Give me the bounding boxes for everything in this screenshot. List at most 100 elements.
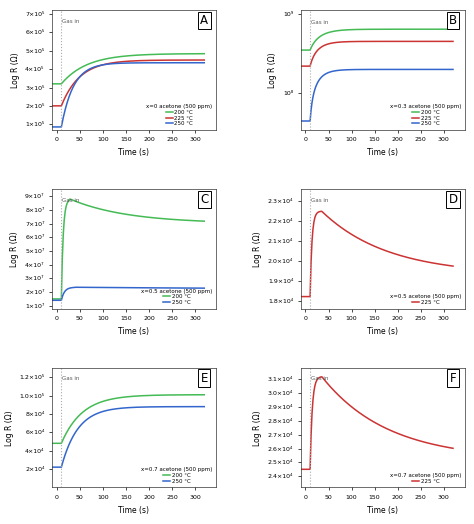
200 °C: [133, 393, 139, 399]
200 °C: [199, 50, 205, 57]
200 °C: [194, 391, 200, 398]
Legend: 200 °C, 250 °C: 200 °C, 250 °C: [140, 288, 213, 305]
200 °C: [450, 26, 456, 32]
Y-axis label: Log R (Ω): Log R (Ω): [10, 231, 19, 267]
Text: E: E: [201, 372, 208, 385]
Y-axis label: Log R (Ω): Log R (Ω): [253, 410, 262, 445]
200 °C: [124, 211, 130, 217]
225 °C: [373, 420, 378, 426]
225 °C: [49, 103, 55, 109]
250 °C: [328, 69, 334, 75]
Text: C: C: [200, 193, 209, 206]
225 °C: [111, 59, 117, 66]
250 °C: [49, 124, 55, 130]
225 °C: [382, 38, 388, 45]
X-axis label: Time (s): Time (s): [118, 326, 149, 336]
225 °C: [361, 238, 366, 244]
Legend: 200 °C, 225 °C, 250 °C: 200 °C, 225 °C, 250 °C: [389, 103, 462, 127]
200 °C: [443, 26, 449, 32]
Y-axis label: Log R (Ω): Log R (Ω): [253, 231, 262, 267]
250 °C: [201, 285, 207, 291]
Text: Gas in: Gas in: [311, 376, 328, 381]
200 °C: [133, 52, 139, 58]
Text: Gas in: Gas in: [62, 19, 80, 24]
200 °C: [134, 213, 139, 219]
225 °C: [372, 38, 378, 45]
200 °C: [80, 201, 85, 207]
Legend: 225 °C: 225 °C: [389, 294, 462, 305]
225 °C: [383, 247, 388, 254]
X-axis label: Time (s): Time (s): [118, 506, 149, 515]
200 °C: [124, 53, 129, 59]
225 °C: [450, 445, 456, 452]
Legend: 200 °C, 250 °C: 200 °C, 250 °C: [140, 467, 213, 485]
200 °C: [49, 81, 55, 87]
Legend: 200 °C, 225 °C, 250 °C: 200 °C, 225 °C, 250 °C: [146, 103, 213, 127]
Y-axis label: Log R (Ω): Log R (Ω): [268, 52, 277, 88]
250 °C: [448, 66, 454, 72]
Text: Gas in: Gas in: [311, 198, 328, 203]
Line: 250 °C: 250 °C: [52, 287, 204, 300]
250 °C: [112, 285, 118, 291]
200 °C: [124, 394, 129, 400]
Line: 200 °C: 200 °C: [301, 29, 453, 50]
Text: F: F: [450, 372, 456, 385]
Line: 225 °C: 225 °C: [301, 211, 453, 297]
250 °C: [199, 403, 205, 410]
250 °C: [133, 60, 139, 66]
200 °C: [49, 440, 55, 446]
Line: 200 °C: 200 °C: [52, 395, 204, 443]
200 °C: [194, 51, 200, 57]
200 °C: [67, 196, 73, 202]
200 °C: [199, 391, 205, 398]
250 °C: [298, 118, 304, 124]
250 °C: [372, 67, 378, 73]
225 °C: [373, 244, 378, 250]
225 °C: [383, 425, 388, 431]
200 °C: [201, 218, 207, 224]
Text: Gas in: Gas in: [62, 198, 80, 203]
X-axis label: Time (s): Time (s): [367, 148, 398, 157]
250 °C: [73, 284, 78, 290]
Line: 250 °C: 250 °C: [301, 69, 453, 121]
225 °C: [201, 57, 207, 63]
Line: 225 °C: 225 °C: [301, 41, 453, 66]
200 °C: [49, 296, 55, 302]
225 °C: [444, 262, 449, 268]
225 °C: [450, 263, 456, 269]
250 °C: [124, 60, 129, 66]
250 °C: [195, 285, 201, 291]
250 °C: [450, 66, 456, 72]
250 °C: [382, 66, 388, 72]
250 °C: [79, 71, 85, 78]
225 °C: [448, 263, 454, 269]
200 °C: [328, 29, 334, 35]
250 °C: [80, 284, 85, 290]
250 °C: [194, 403, 200, 410]
Line: 225 °C: 225 °C: [52, 60, 204, 106]
200 °C: [111, 396, 117, 402]
Line: 225 °C: 225 °C: [301, 377, 453, 470]
225 °C: [361, 412, 366, 419]
200 °C: [200, 218, 205, 224]
Text: Gas in: Gas in: [62, 376, 80, 381]
Line: 200 °C: 200 °C: [52, 199, 204, 299]
250 °C: [124, 405, 129, 411]
250 °C: [79, 421, 85, 427]
200 °C: [112, 209, 118, 215]
225 °C: [199, 57, 205, 63]
225 °C: [328, 385, 334, 391]
225 °C: [360, 38, 366, 45]
250 °C: [443, 66, 449, 72]
225 °C: [124, 58, 129, 64]
Y-axis label: Log R (Ω): Log R (Ω): [5, 410, 14, 445]
250 °C: [133, 404, 139, 410]
Line: 200 °C: 200 °C: [52, 53, 204, 84]
200 °C: [79, 410, 85, 416]
250 °C: [199, 60, 205, 66]
Text: D: D: [448, 193, 457, 206]
225 °C: [450, 38, 456, 45]
Y-axis label: Log R (Ω): Log R (Ω): [10, 52, 19, 88]
225 °C: [448, 445, 454, 451]
X-axis label: Time (s): Time (s): [118, 148, 149, 157]
